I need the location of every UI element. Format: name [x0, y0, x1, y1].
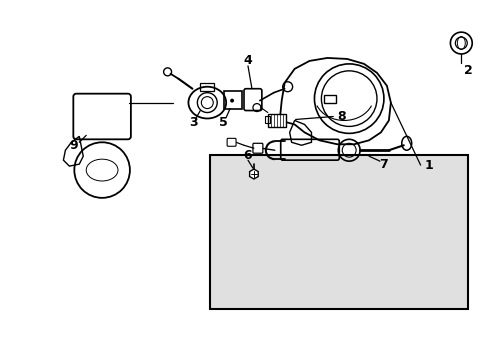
- Text: 8: 8: [336, 110, 345, 123]
- Text: 2: 2: [463, 64, 472, 77]
- Text: 9: 9: [69, 139, 78, 152]
- FancyBboxPatch shape: [252, 143, 263, 153]
- Text: 3: 3: [189, 116, 197, 129]
- FancyBboxPatch shape: [226, 138, 236, 146]
- Bar: [267, 113, 285, 127]
- Bar: [264, 116, 269, 123]
- Text: 6: 6: [243, 149, 252, 162]
- Bar: [324, 95, 336, 103]
- Text: 7: 7: [379, 158, 387, 171]
- Bar: [200, 83, 214, 91]
- Text: 5: 5: [218, 116, 227, 129]
- Text: 4: 4: [243, 54, 252, 67]
- Bar: [224, 91, 242, 109]
- Text: 1: 1: [423, 159, 432, 172]
- Circle shape: [230, 99, 234, 103]
- Bar: [210, 155, 468, 309]
- Polygon shape: [249, 169, 258, 179]
